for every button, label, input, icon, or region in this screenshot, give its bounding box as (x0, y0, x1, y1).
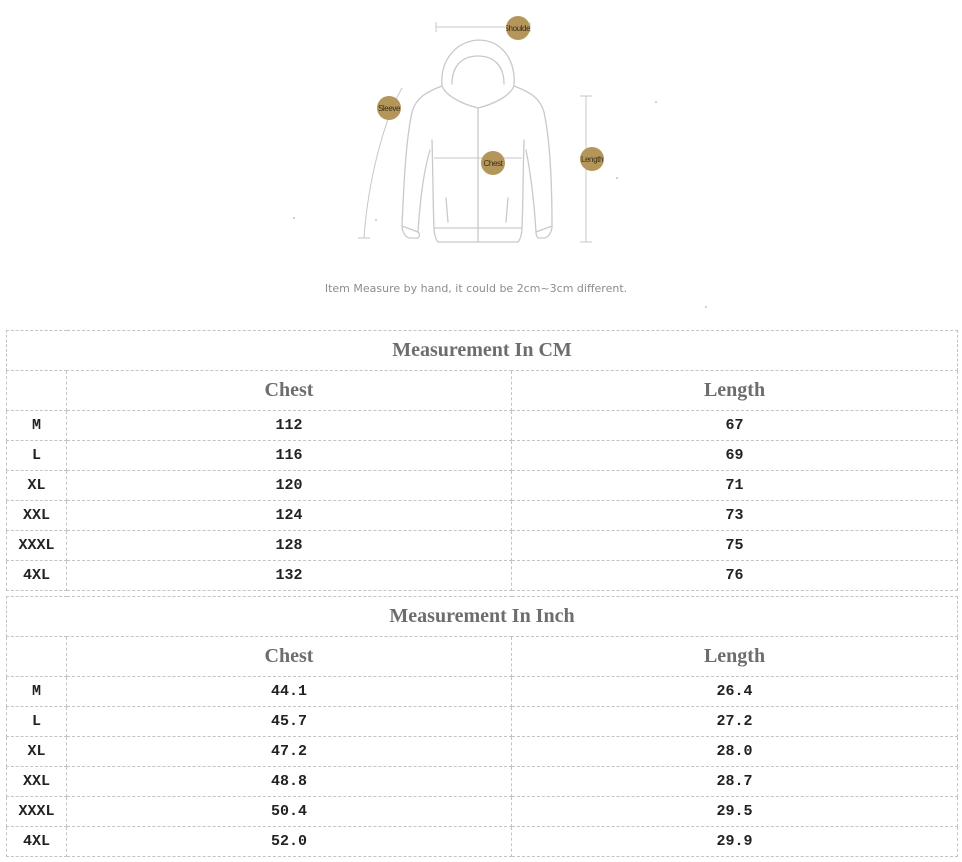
size-cell: 4XL (6, 826, 67, 857)
length-label: Length (580, 154, 604, 164)
chest-value: 128 (66, 530, 512, 561)
chest-value: 45.7 (66, 706, 512, 737)
length-value: 69 (511, 440, 958, 471)
measurement-diagram: Shoulder Sleeve Chest Length Item Measur… (0, 0, 962, 320)
length-value: 73 (511, 500, 958, 531)
length-value: 76 (511, 560, 958, 591)
chest-value: 112 (66, 410, 512, 441)
length-value: 26.4 (511, 676, 958, 707)
size-cell: M (6, 676, 67, 707)
length-value: 75 (511, 530, 958, 561)
shoulder-label-badge: Shoulder (506, 16, 530, 40)
cm-size-table: Measurement In CM Chest Length M 112 67 … (6, 330, 958, 591)
chest-value: 47.2 (66, 736, 512, 767)
chest-value: 50.4 (66, 796, 512, 827)
table-row: XL 120 71 (6, 470, 958, 501)
chest-value: 44.1 (66, 676, 512, 707)
length-value: 28.0 (511, 736, 958, 767)
size-header (6, 636, 67, 677)
size-cell: XXXL (6, 530, 67, 561)
size-cell: L (6, 706, 67, 737)
table-row: M 112 67 (6, 410, 958, 441)
table-row: L 116 69 (6, 440, 958, 471)
size-header (6, 370, 67, 411)
table-title: Measurement In CM (6, 330, 958, 371)
size-cell: XL (6, 470, 67, 501)
length-value: 67 (511, 410, 958, 441)
inch-size-table: Measurement In Inch Chest Length M 44.1 … (6, 596, 958, 857)
table-title: Measurement In Inch (6, 596, 958, 637)
size-cell: M (6, 410, 67, 441)
sleeve-label-badge: Sleeve (377, 96, 401, 120)
chest-header: Chest (66, 636, 512, 677)
shoulder-label: Shoulder (506, 23, 530, 33)
table-row: XXL 124 73 (6, 500, 958, 531)
length-header: Length (511, 636, 958, 677)
size-cell: 4XL (6, 560, 67, 591)
chest-value: 132 (66, 560, 512, 591)
size-cell: XXXL (6, 796, 67, 827)
chest-label-badge: Chest (481, 151, 505, 175)
table-row: 4XL 52.0 29.9 (6, 826, 958, 857)
chest-value: 124 (66, 500, 512, 531)
sleeve-label: Sleeve (377, 103, 401, 113)
chest-value: 120 (66, 470, 512, 501)
table-row: 4XL 132 76 (6, 560, 958, 591)
length-value: 29.5 (511, 796, 958, 827)
measure-note: Item Measure by hand, it could be 2cm~3c… (324, 282, 628, 295)
chest-label: Chest (483, 158, 503, 168)
length-label-badge: Length (580, 147, 604, 171)
table-row: XXL 48.8 28.7 (6, 766, 958, 797)
chest-value: 48.8 (66, 766, 512, 797)
length-value: 29.9 (511, 826, 958, 857)
length-value: 71 (511, 470, 958, 501)
size-cell: L (6, 440, 67, 471)
chest-value: 52.0 (66, 826, 512, 857)
table-row: XXXL 128 75 (6, 530, 958, 561)
chest-value: 116 (66, 440, 512, 471)
length-header: Length (511, 370, 958, 411)
table-row: M 44.1 26.4 (6, 676, 958, 707)
length-value: 27.2 (511, 706, 958, 737)
chest-header: Chest (66, 370, 512, 411)
size-cell: XXL (6, 766, 67, 797)
table-row: L 45.7 27.2 (6, 706, 958, 737)
table-row: XXXL 50.4 29.5 (6, 796, 958, 827)
length-value: 28.7 (511, 766, 958, 797)
size-cell: XXL (6, 500, 67, 531)
size-cell: XL (6, 736, 67, 767)
table-row: XL 47.2 28.0 (6, 736, 958, 767)
